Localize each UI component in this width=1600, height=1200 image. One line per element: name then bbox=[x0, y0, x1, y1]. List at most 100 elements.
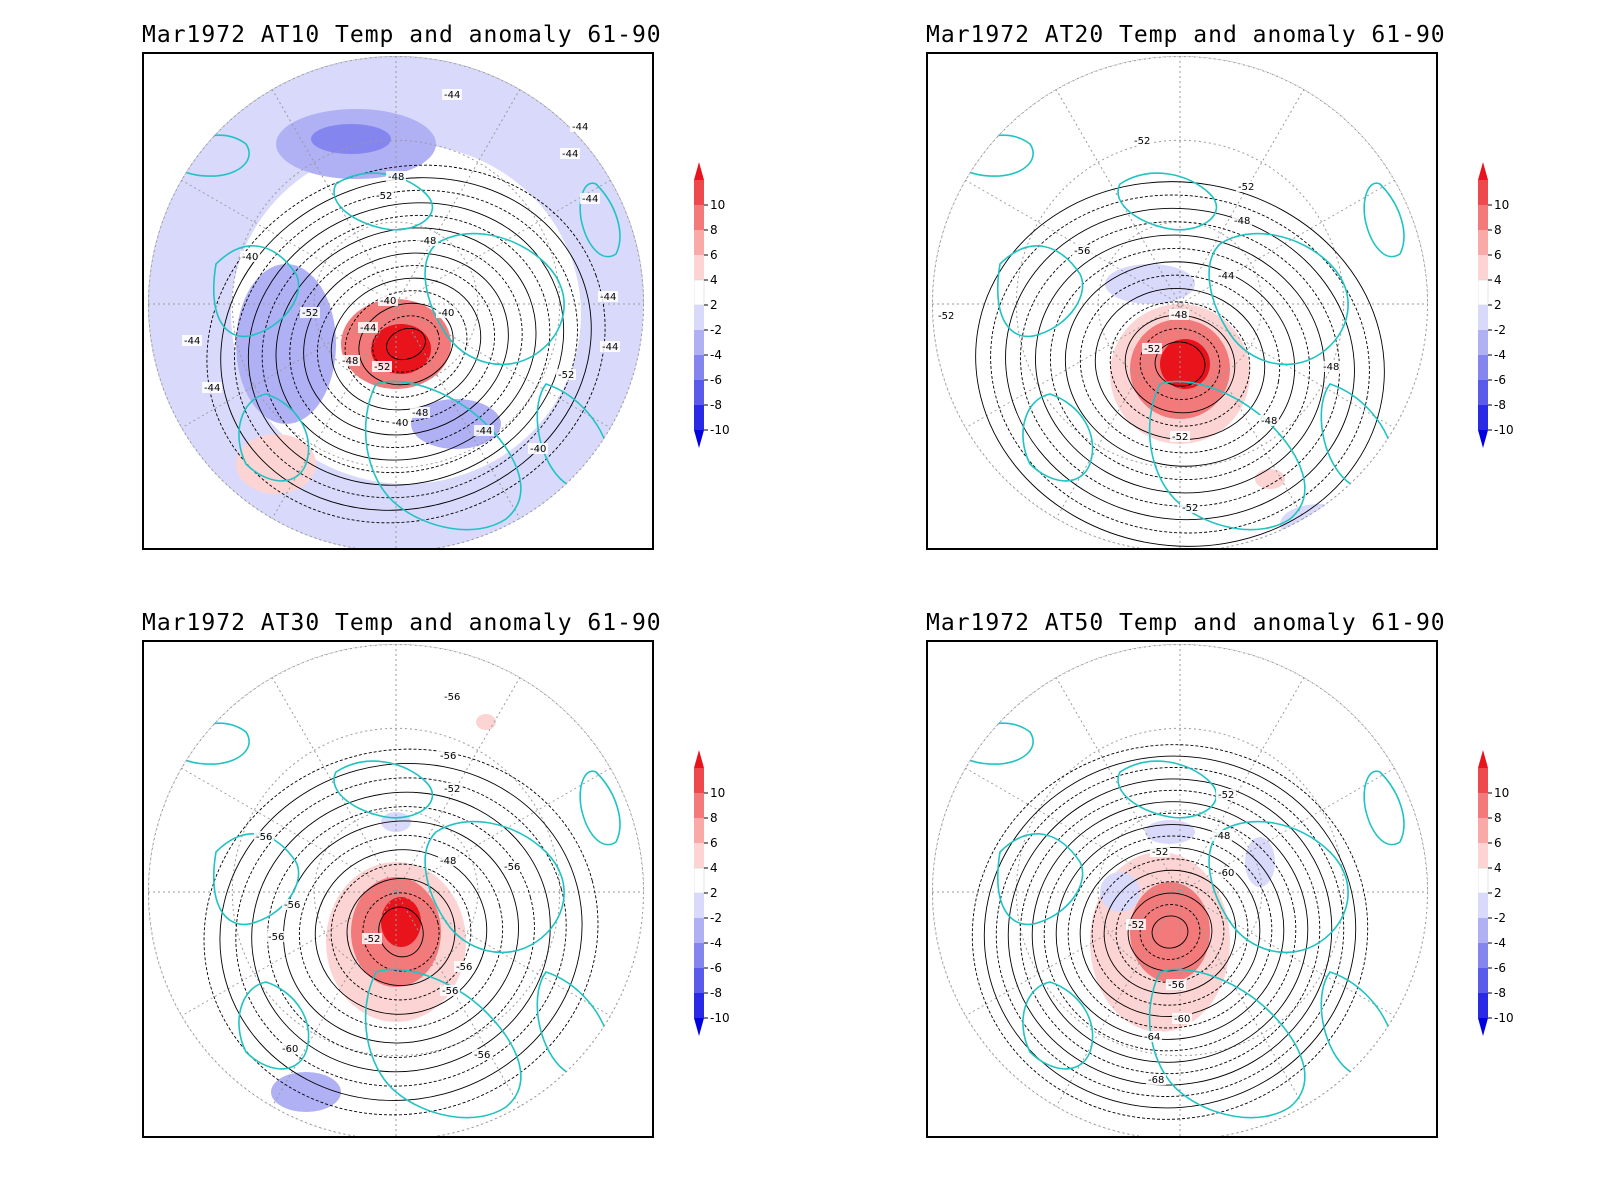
colorbar-tick-label: -4 bbox=[1494, 936, 1506, 950]
colorbar-tick-label: 8 bbox=[710, 811, 718, 825]
temperature-contour bbox=[283, 820, 519, 1044]
colorbar-segment bbox=[694, 843, 704, 868]
colorbar: 10 8 6 4 2 -2 -4 -6 -8 -10 bbox=[694, 750, 730, 1036]
colorbar-tick-label: 10 bbox=[710, 198, 725, 212]
temperature-contour bbox=[316, 265, 496, 423]
temperature-contour bbox=[330, 863, 472, 1001]
contour-label: -52 bbox=[374, 362, 390, 373]
contour-label: -52 bbox=[1182, 503, 1198, 514]
contour-label: -44 bbox=[572, 122, 588, 133]
colorbar-tick-label: -8 bbox=[710, 398, 722, 412]
contour-label: -48 bbox=[388, 172, 404, 183]
colorbar-tick-label: 4 bbox=[710, 861, 718, 875]
temperature-contour bbox=[995, 767, 1345, 1097]
color-scale-legend: 10 8 6 4 2 -2 -4 -6 -8 -10 bbox=[1478, 750, 1548, 1040]
contour-label: -56 bbox=[256, 832, 272, 843]
colorbar-segment bbox=[694, 768, 704, 793]
panel-title: Mar1972 AT10 Temp and anomaly 61-90 bbox=[142, 22, 662, 48]
coastline bbox=[1022, 393, 1094, 482]
coastline bbox=[424, 232, 565, 366]
colorbar-tick-label: 6 bbox=[710, 836, 718, 850]
contour-label: -48 bbox=[440, 856, 456, 867]
temperature-contour bbox=[1139, 328, 1221, 400]
temperature-contour bbox=[275, 227, 537, 461]
colorbar-top-arrow bbox=[694, 750, 704, 768]
contour-label: -44 bbox=[360, 323, 376, 334]
temperature-contour bbox=[1139, 904, 1201, 960]
colorbar-tick-label: -8 bbox=[1494, 986, 1506, 1000]
coastline bbox=[1363, 182, 1405, 258]
temperature-contour bbox=[1127, 892, 1213, 972]
coastline bbox=[333, 760, 434, 819]
temperature-contour bbox=[346, 878, 456, 986]
colorbar-segment bbox=[694, 918, 704, 943]
contour-label: -48 bbox=[1323, 362, 1339, 373]
contour-label: -44 bbox=[184, 336, 200, 347]
coastline bbox=[1148, 968, 1306, 1119]
colorbar-segment bbox=[694, 230, 704, 255]
temperature-contour bbox=[1103, 869, 1237, 995]
colorbar-tick-label: -2 bbox=[710, 911, 722, 925]
colorbar-segment bbox=[694, 180, 704, 205]
coastline bbox=[1208, 820, 1349, 954]
contour-label: -48 bbox=[1171, 310, 1187, 321]
polar-stereographic-map: -56 -56 -52 -56 -48 -56 -56 -56 -52 -56 -56 -60 -56 bbox=[148, 644, 644, 1136]
colorbar-tick-label: 4 bbox=[1494, 861, 1502, 875]
colorbar-segment bbox=[694, 867, 705, 894]
contour-label: -60 bbox=[1174, 1014, 1190, 1025]
coastline bbox=[1148, 380, 1306, 531]
contour-label: -40 bbox=[392, 418, 408, 429]
contour-label: -52 bbox=[1128, 920, 1144, 931]
colorbar-bottom-arrow bbox=[1478, 430, 1488, 448]
colorbar-tick-label: 2 bbox=[1494, 298, 1502, 312]
temperature-contour bbox=[1067, 835, 1273, 1029]
colorbar-segment bbox=[1478, 993, 1488, 1018]
contour-label: -60 bbox=[1218, 868, 1234, 879]
colorbar-segment bbox=[694, 205, 704, 230]
colorbar-tick-label: -2 bbox=[1494, 911, 1506, 925]
colorbar-tick-label: 2 bbox=[710, 298, 718, 312]
colorbar-tick-label: -4 bbox=[1494, 348, 1506, 362]
temperature-contour bbox=[1154, 341, 1206, 387]
temperature-contour bbox=[303, 252, 509, 436]
colorbar-segment bbox=[694, 793, 704, 818]
colorbar-segment bbox=[694, 305, 704, 330]
colorbar-tick-label: -2 bbox=[710, 323, 722, 337]
anomaly-shade bbox=[1130, 882, 1210, 982]
colorbar-tick-label: 2 bbox=[710, 886, 718, 900]
polar-map-frame: -52 -52 -56 -48 -44 -48 -52 -52 -48 -48 -52 -52 bbox=[926, 52, 1438, 550]
coastline bbox=[1363, 770, 1405, 846]
anomaly-shade bbox=[311, 124, 391, 154]
contour-label: -48 bbox=[1214, 831, 1230, 842]
contour-label: -40 bbox=[438, 308, 454, 319]
polar-map-frame: -44 -44 -44 -44 -48 -52 -48 -40 -40 -52 -44 -44 -40-… bbox=[142, 52, 654, 550]
coastline bbox=[424, 820, 565, 954]
colorbar-segment bbox=[1478, 180, 1488, 205]
colorbar-segment bbox=[1478, 918, 1488, 943]
map-boundary bbox=[932, 644, 1428, 1136]
panel-at10: Mar1972 AT10 Temp and anomaly 61-90 -44 -… bbox=[142, 20, 902, 580]
anomaly-shade bbox=[1255, 469, 1285, 489]
colorbar-segment bbox=[1478, 943, 1488, 968]
colorbar-bottom-arrow bbox=[1478, 1018, 1488, 1036]
colorbar-tick-label: -4 bbox=[710, 936, 722, 950]
panel-at30: Mar1972 AT30 Temp and anomaly 61-90 -56-… bbox=[142, 608, 902, 1168]
contour-label: -44 bbox=[562, 149, 578, 160]
colorbar-bottom-arrow bbox=[694, 430, 704, 448]
contour-label: -48 bbox=[420, 236, 436, 247]
colorbar-segment bbox=[1478, 768, 1488, 793]
colorbar-segment bbox=[694, 818, 704, 843]
colorbar-tick-label: -6 bbox=[710, 961, 722, 975]
colorbar-segment bbox=[694, 255, 704, 280]
colorbar-tick-label: -8 bbox=[710, 986, 722, 1000]
colorbar-segment bbox=[694, 893, 704, 918]
colorbar-tick-label: 6 bbox=[1494, 836, 1502, 850]
contour-label: -52 bbox=[1172, 432, 1188, 443]
colorbar-tick-label: -10 bbox=[710, 1011, 730, 1025]
contour-label: -56 bbox=[1168, 980, 1184, 991]
colorbar-tick-label: 4 bbox=[710, 273, 718, 287]
contour-label: -56 bbox=[268, 932, 284, 943]
coastline bbox=[997, 245, 1084, 338]
temperature-contour bbox=[298, 834, 504, 1030]
colorbar-tick-label: -6 bbox=[710, 373, 722, 387]
